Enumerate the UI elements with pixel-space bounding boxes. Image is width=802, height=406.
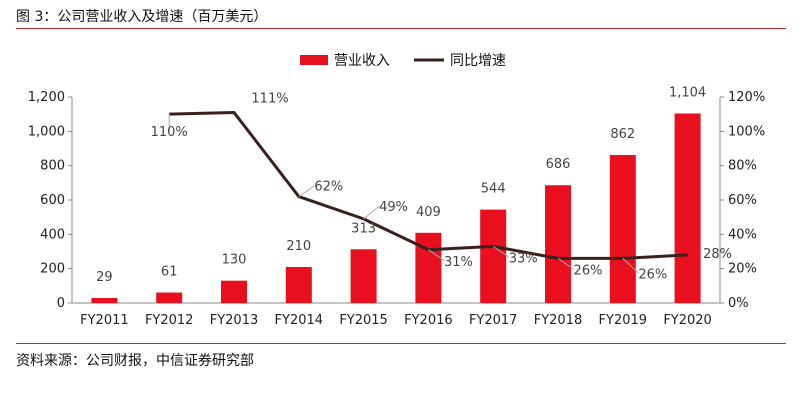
x-tick-label: FY2011	[80, 313, 129, 328]
right-axis: 0% 20% 40% 60% 80% 100% 120%	[719, 90, 765, 311]
left-tick-label: 800	[40, 159, 65, 174]
bar-value-label: 409	[416, 205, 441, 220]
left-tick-label: 400	[40, 227, 65, 242]
bar	[609, 155, 636, 303]
right-tick-label: 80%	[728, 159, 757, 174]
legend-bar-label: 营业收入	[334, 53, 390, 69]
line-label-leader	[428, 249, 445, 262]
bottom-rule	[16, 343, 786, 344]
line-value-label: 111%	[251, 91, 288, 106]
bar	[221, 280, 247, 303]
bar	[545, 185, 571, 303]
bar	[156, 292, 183, 303]
source-note: 资料来源：公司财报，中信证券研究部	[16, 353, 254, 369]
bar-value-label: 686	[546, 157, 571, 172]
line-value-label: 26%	[574, 263, 603, 278]
x-tick-label: FY2018	[534, 313, 583, 328]
x-tick-label: FY2016	[404, 313, 453, 328]
left-tick-label: 200	[40, 262, 65, 277]
figure-title: 图 3：公司营业收入及增速（百万美元）	[16, 9, 268, 25]
right-tick-label: 60%	[728, 193, 757, 208]
bar	[480, 209, 507, 303]
bar	[285, 266, 312, 303]
left-tick-label: 600	[40, 193, 65, 208]
x-tick-label: FY2020	[663, 313, 712, 328]
line-value-label: 110%	[151, 125, 188, 140]
bar-value-label: 61	[161, 265, 178, 280]
bar-value-label: 130	[222, 253, 247, 268]
left-axis: 0 200 400 600 800 1,000 1,200	[28, 90, 73, 311]
right-tick-label: 0%	[728, 296, 749, 311]
bar-value-label: 210	[286, 239, 311, 254]
bar	[415, 232, 442, 303]
x-tick-label: FY2019	[599, 313, 648, 328]
bar	[91, 298, 118, 303]
line-label-leader	[622, 258, 640, 274]
line-label-leader	[363, 205, 380, 220]
left-tick-label: 1,000	[28, 124, 65, 139]
line-value-label: 31%	[444, 255, 473, 270]
x-tick-label: FY2013	[210, 313, 259, 328]
legend-line-label: 同比增速	[450, 53, 506, 69]
line-value-label: 28%	[703, 247, 732, 262]
right-tick-label: 100%	[728, 124, 765, 139]
line-value-label: 62%	[314, 180, 343, 195]
x-tick-label: FY2015	[339, 313, 388, 328]
bars	[91, 113, 701, 303]
bar-value-label: 862	[610, 127, 635, 142]
x-tick-label: FY2017	[469, 313, 518, 328]
line-label-leader	[492, 245, 510, 258]
left-tick-label: 1,200	[28, 90, 65, 105]
line-value-label: 33%	[509, 251, 538, 266]
bar-value-label: 29	[96, 270, 113, 285]
bar-value-label: 313	[351, 221, 376, 236]
legend-bar-swatch	[300, 55, 328, 65]
left-tick-label: 0	[57, 296, 65, 311]
bar	[674, 113, 701, 303]
x-tick-label: FY2012	[145, 313, 194, 328]
line-value-label: 49%	[379, 200, 408, 215]
data-labels: 29 61 130 210 313 409 544 686 862 1,104 110% 111% 62…	[96, 85, 732, 285]
right-tick-label: 120%	[728, 90, 765, 105]
right-tick-label: 40%	[728, 227, 757, 242]
top-rule	[16, 28, 786, 29]
bar	[350, 249, 377, 303]
x-tick-label: FY2014	[275, 313, 324, 328]
bar-value-label: 544	[481, 182, 506, 197]
x-axis: FY2011 FY2012 FY2013 FY2014 FY2015 FY2016 FY20…	[72, 302, 720, 328]
line-value-label: 26%	[638, 267, 667, 282]
line-label-leader	[298, 185, 316, 197]
bar-value-label: 1,104	[669, 85, 706, 100]
right-tick-label: 20%	[728, 262, 757, 277]
line-label-leader	[557, 257, 575, 270]
legend: 营业收入 同比增速	[300, 53, 506, 69]
